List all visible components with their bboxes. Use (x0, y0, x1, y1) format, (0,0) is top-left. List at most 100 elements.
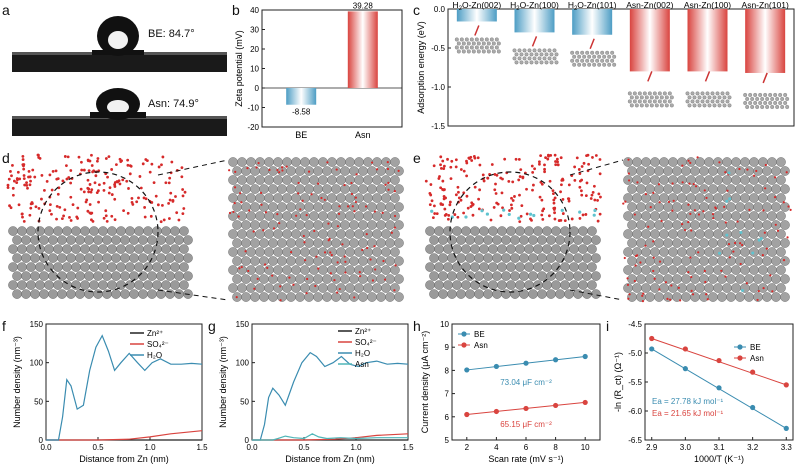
water-oxygen-atom (549, 153, 553, 157)
bar-value-label: -8.58 (292, 108, 311, 117)
zn-atom (637, 91, 642, 96)
water-oxygen-atom (591, 156, 594, 159)
water-oxygen-atom (61, 179, 65, 183)
water-oxygen-atom (55, 204, 59, 208)
water-oxygen-atom (66, 155, 70, 159)
water-oxygen-atom (71, 203, 75, 207)
water-oxygen-atom (68, 215, 71, 219)
zn-atom (715, 91, 720, 96)
water-oxygen-atom (370, 161, 374, 164)
water-oxygen-atom (442, 197, 446, 201)
x-tick-label: 2.9 (646, 443, 658, 452)
water-oxygen-atom (443, 188, 446, 191)
water-oxygen-atom (9, 170, 12, 173)
water-oxygen-atom (80, 168, 84, 172)
x-category-label: Asn-Zn(002) (626, 0, 673, 10)
zn-atom (537, 56, 542, 61)
water-oxygen-atom (514, 157, 518, 161)
water-oxygen-atom (118, 182, 122, 186)
zn-atom (179, 280, 189, 290)
water-oxygen-atom (338, 205, 341, 208)
zn-atom (394, 202, 404, 212)
water-oxygen-atom (11, 186, 15, 190)
water-oxygen-atom (127, 187, 130, 190)
zn-atom (587, 226, 597, 236)
water-oxygen-atom (260, 203, 263, 206)
water-oxygen-atom (113, 185, 117, 188)
zn-atom (489, 37, 494, 42)
water-oxygen-atom (374, 268, 377, 271)
water-oxygen-atom (393, 289, 396, 292)
water-oxygen-atom (459, 198, 463, 202)
water-oxygen-atom (465, 161, 469, 165)
water-oxygen-atom (531, 188, 534, 192)
zn-atom (765, 97, 770, 101)
water-oxygen-atom (350, 181, 353, 185)
water-oxygen-atom (548, 179, 552, 183)
zn-atom (484, 37, 489, 42)
zn-atom (183, 271, 193, 281)
water-oxygen-atom (499, 176, 503, 180)
water-oxygen-atom (567, 199, 571, 203)
zn-atom (522, 56, 527, 61)
water-oxygen-atom (138, 175, 142, 178)
water-oxygen-atom (449, 165, 453, 169)
water-oxygen-atom (552, 198, 556, 202)
zn-atom (780, 97, 785, 101)
water-oxygen-atom (278, 171, 281, 174)
data-point (649, 346, 655, 352)
water-oxygen-atom (585, 181, 589, 185)
water-oxygen-atom (540, 198, 544, 202)
water-oxygen-atom (28, 213, 32, 217)
water-oxygen-atom (102, 188, 106, 192)
zn-atom (517, 48, 522, 53)
water-oxygen-atom (599, 195, 602, 199)
zn-atom (776, 157, 786, 167)
zn-atom (456, 49, 461, 54)
water-oxygen-atom (105, 219, 109, 223)
water-oxygen-atom (486, 176, 490, 180)
water-oxygen-atom (454, 158, 458, 162)
water-oxygen-atom (90, 164, 94, 167)
water-oxygen-atom (456, 215, 460, 219)
zn-atom (783, 93, 788, 97)
adsorbate-molecule-icon (704, 71, 711, 82)
water-oxygen-atom (279, 285, 282, 288)
water-oxygen-atom (86, 186, 90, 190)
zn-atom (605, 58, 610, 63)
zn-atom (607, 62, 612, 67)
water-oxygen-atom (457, 190, 460, 194)
water-oxygen-atom (580, 193, 584, 197)
zn-atom (775, 105, 780, 109)
water-oxygen-atom (238, 267, 241, 270)
water-oxygen-atom (118, 157, 122, 161)
water-oxygen-atom (441, 179, 445, 183)
zn-atom (659, 95, 664, 100)
zn-atom (697, 103, 702, 108)
water-oxygen-atom (552, 192, 555, 196)
zn-atom (552, 48, 557, 53)
water-oxygen-atom (520, 204, 524, 208)
water-oxygen-atom (152, 181, 156, 185)
water-oxygen-atom (310, 193, 313, 196)
water-oxygen-atom (305, 292, 308, 295)
water-oxygen-atom (547, 214, 551, 218)
water-oxygen-atom (20, 212, 24, 216)
water-oxygen-atom (598, 172, 602, 176)
zn-atom (544, 60, 549, 65)
zn-atom (760, 105, 765, 109)
water-oxygen-atom (268, 168, 271, 172)
water-oxygen-atom (338, 287, 341, 291)
water-oxygen-atom (11, 193, 15, 197)
water-oxygen-atom (462, 169, 466, 173)
annotation-label: Ea = 27.78 kJ mol⁻¹ (652, 397, 723, 406)
water-oxygen-atom (150, 162, 154, 166)
water-oxygen-atom (317, 182, 320, 185)
water-oxygen-atom (326, 161, 329, 164)
zn-atom (539, 60, 544, 65)
water-oxygen-atom (264, 211, 268, 214)
panel-label-c: c (413, 2, 420, 18)
zn-atom (580, 58, 585, 63)
zn-atom (454, 45, 459, 50)
water-oxygen-atom (9, 206, 13, 210)
